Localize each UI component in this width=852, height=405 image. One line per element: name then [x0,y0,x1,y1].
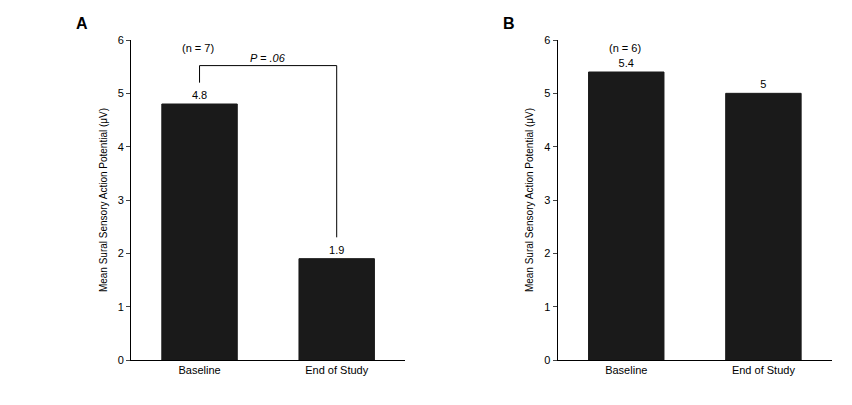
svg-text:1.9: 1.9 [329,244,344,256]
svg-text:5: 5 [760,78,766,90]
svg-text:(n = 6): (n = 6) [609,42,641,54]
svg-text:2: 2 [118,247,124,259]
svg-text:1: 1 [118,301,124,313]
svg-text:2: 2 [544,247,550,259]
svg-text:Baseline: Baseline [605,364,647,376]
svg-text:1: 1 [544,301,550,313]
svg-text:P = .06: P = .06 [250,52,286,64]
svg-text:6: 6 [118,34,124,46]
svg-text:Baseline: Baseline [178,364,220,376]
svg-text:4: 4 [118,141,124,153]
svg-text:3: 3 [544,194,550,206]
svg-text:End of Study: End of Study [732,364,795,376]
svg-text:5: 5 [544,87,550,99]
svg-text:6: 6 [544,34,550,46]
svg-text:0: 0 [544,354,550,366]
svg-text:Mean Sural Sensory Action Pote: Mean Sural Sensory Action Potential (μV) [98,108,109,292]
svg-text:B: B [503,15,515,32]
svg-text:A: A [76,15,88,32]
svg-text:5.4: 5.4 [619,57,634,69]
svg-text:End of Study: End of Study [305,364,368,376]
svg-text:Mean Sural Sensory Action Pote: Mean Sural Sensory Action Potential (μV) [524,108,535,292]
svg-text:4: 4 [544,141,550,153]
svg-text:5: 5 [118,87,124,99]
svg-text:0: 0 [118,354,124,366]
svg-text:4.8: 4.8 [192,89,207,101]
svg-text:3: 3 [118,194,124,206]
svg-text:(n = 7): (n = 7) [182,42,214,54]
